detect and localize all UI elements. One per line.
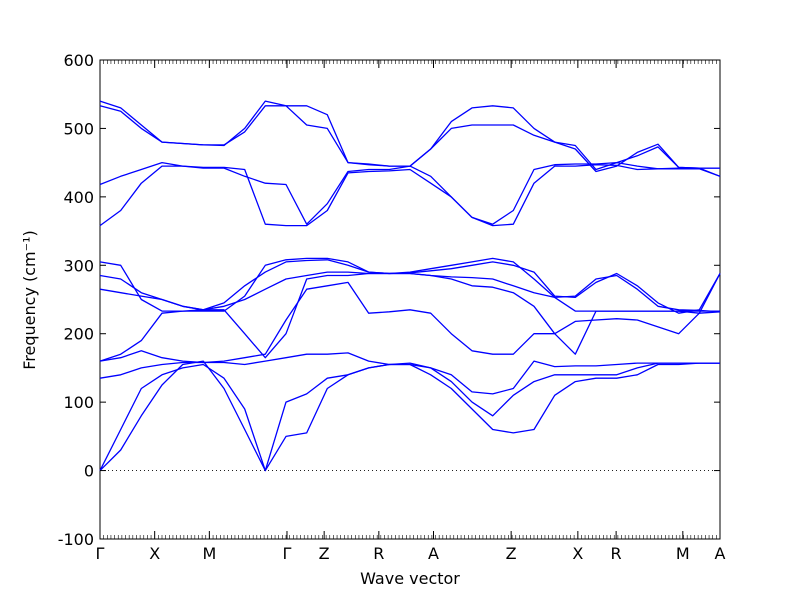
band-line-3 — [99, 352, 720, 395]
y-tick-label: 300 — [63, 256, 94, 275]
band-line-6 — [99, 271, 721, 313]
x-tick-label: M — [676, 544, 690, 563]
band-line-7 — [99, 259, 721, 314]
band-line-5 — [99, 272, 720, 362]
y-axis: -100 0 100 200 300 400 500 600 — [58, 51, 720, 549]
plot-area — [99, 59, 721, 540]
y-tick-label: 400 — [63, 188, 94, 207]
series-layer — [99, 100, 721, 472]
band-line-10 — [99, 161, 721, 225]
plot-frame — [99, 59, 721, 540]
band-line-1 — [99, 360, 720, 472]
band-line-9 — [99, 164, 721, 227]
band-line-8 — [99, 257, 721, 314]
y-axis-label: Frequency (cm⁻¹) — [20, 230, 39, 369]
x-tick-label: X — [572, 544, 583, 563]
x-tick-label: Z — [506, 544, 517, 563]
y-tick-label: 0 — [84, 462, 94, 481]
x-tick-label: R — [611, 544, 622, 563]
x-tick-label: A — [715, 544, 726, 563]
x-axis-label: Wave vector — [360, 569, 460, 588]
x-tick-label: Γ — [283, 544, 292, 563]
x-tick-label: R — [373, 544, 384, 563]
band-line-2 — [99, 362, 720, 472]
band-line-12 — [99, 100, 720, 173]
x-tick-label: A — [428, 544, 439, 563]
x-tick-label: Γ — [96, 544, 105, 563]
y-tick-label: 500 — [63, 119, 94, 138]
x-tick-label: M — [202, 544, 216, 563]
y-tick-label: 600 — [63, 51, 94, 70]
y-tick-label: -100 — [58, 530, 94, 549]
band-line-4 — [99, 281, 721, 364]
x-tick-label: X — [149, 544, 160, 563]
y-tick-label: 100 — [63, 393, 94, 412]
x-tick-label: Z — [319, 544, 330, 563]
y-tick-label: 200 — [63, 325, 94, 344]
